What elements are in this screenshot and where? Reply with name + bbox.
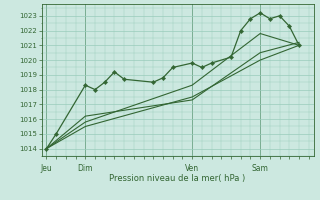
X-axis label: Pression niveau de la mer( hPa ): Pression niveau de la mer( hPa ): [109, 174, 246, 183]
